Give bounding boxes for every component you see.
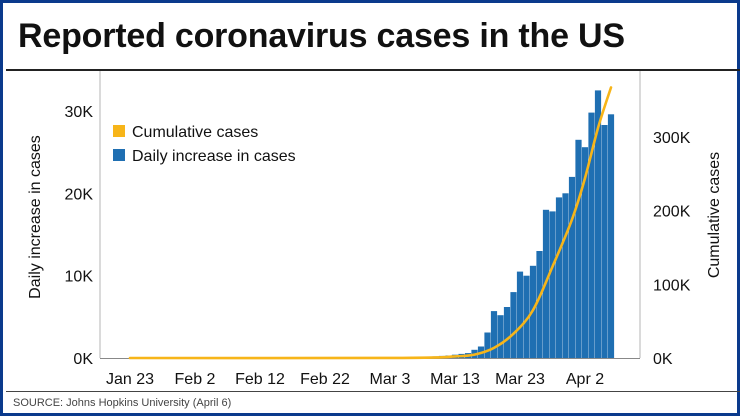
legend: Cumulative cases Daily increase in cases: [113, 124, 296, 165]
source-note: SOURCE: Johns Hopkins University (April …: [13, 397, 232, 409]
daily-bar: [549, 211, 556, 358]
daily-bar: [510, 292, 517, 358]
x-tick-label: Feb 2: [175, 371, 216, 388]
y-axis-ticks: 0K 10K 20K 30K: [65, 104, 94, 368]
chart-area: Daily increase in cases Cumulative cases…: [27, 71, 723, 388]
y2-tick-label: 300K: [653, 130, 691, 147]
x-tick-label: Mar 13: [430, 371, 480, 388]
legend-label-cumulative: Cumulative cases: [132, 124, 258, 141]
daily-bar: [523, 275, 530, 358]
daily-bar: [484, 332, 491, 358]
legend-swatch-cumulative: [113, 125, 125, 137]
daily-bar: [516, 271, 524, 358]
y-tick-label: 20K: [65, 186, 94, 203]
legend-label-daily: Daily increase in cases: [132, 148, 296, 165]
daily-bar: [588, 112, 595, 358]
x-axis-ticks: Jan 23 Feb 2 Feb 12 Feb 22 Mar 3 Mar 13 Mar 23…: [106, 371, 604, 388]
y2-tick-label: 0K: [653, 351, 673, 368]
y-tick-label: 30K: [65, 104, 94, 121]
legend-swatch-daily: [113, 149, 125, 161]
daily-bar: [536, 251, 543, 358]
x-tick-label: Feb 12: [235, 371, 285, 388]
y-axis-label: Daily increase in cases: [27, 135, 44, 299]
y2-tick-label: 200K: [653, 204, 691, 221]
page-title: Reported coronavirus cases in the US: [18, 17, 625, 55]
daily-bar: [503, 307, 511, 358]
daily-bar: [575, 139, 582, 358]
daily-bars: [399, 90, 615, 359]
footer-divider: [6, 391, 740, 392]
y-tick-label: 0K: [73, 351, 93, 368]
y2-axis-ticks: 0K 100K 200K 300K: [653, 130, 691, 368]
daily-bar: [601, 125, 608, 358]
x-tick-label: Feb 22: [300, 371, 350, 388]
cumulative-line: [128, 86, 613, 360]
daily-bar: [581, 147, 589, 358]
daily-bar: [607, 114, 615, 358]
y2-axis-label: Cumulative cases: [706, 152, 723, 278]
daily-bar: [568, 176, 576, 358]
daily-bar: [594, 90, 602, 359]
daily-bar: [490, 311, 498, 358]
x-tick-label: Mar 23: [495, 371, 545, 388]
x-tick-label: Jan 23: [106, 371, 154, 388]
title-divider: [6, 69, 740, 71]
daily-bar: [497, 315, 504, 358]
x-tick-label: Mar 3: [370, 371, 411, 388]
daily-bar: [562, 193, 569, 358]
y-tick-label: 10K: [65, 269, 94, 286]
x-tick-label: Apr 2: [566, 371, 604, 388]
daily-bar: [555, 197, 563, 358]
y2-tick-label: 100K: [653, 277, 691, 294]
